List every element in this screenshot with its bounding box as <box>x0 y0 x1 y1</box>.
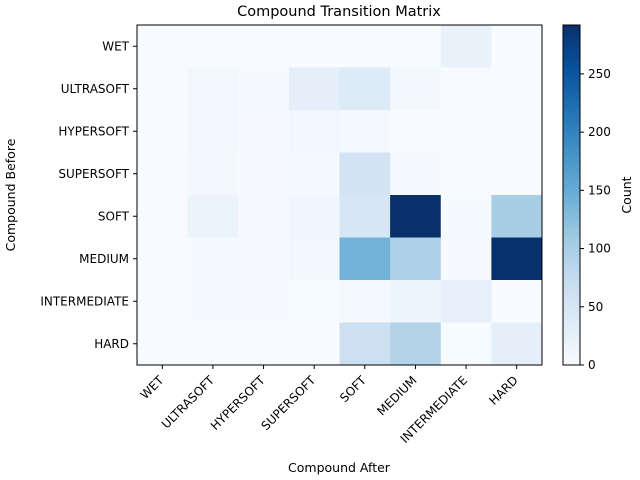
heatmap-cell <box>137 110 189 153</box>
heatmap-cell <box>339 195 391 238</box>
heatmap-cell <box>339 280 391 323</box>
heatmap-cell <box>339 322 391 366</box>
colorbar-tick-label: 0 <box>588 358 596 372</box>
heatmap-cell <box>491 152 543 196</box>
heatmap-cell <box>491 237 543 281</box>
heatmap-cell <box>491 67 543 111</box>
y-axis-label: Compound Before <box>3 138 18 251</box>
chart-title: Compound Transition Matrix <box>237 4 441 20</box>
heatmap-cell <box>238 67 290 111</box>
y-tick-label: SUPERSOFT <box>58 167 129 181</box>
heatmap-cell <box>390 67 442 111</box>
heatmap-cell <box>440 67 492 111</box>
colorbar-label: Count <box>619 176 634 213</box>
heatmap-cell <box>288 322 340 366</box>
heatmap-cell <box>238 195 290 238</box>
plot-frame <box>136 24 543 366</box>
heatmap-cell <box>137 67 189 111</box>
x-tick-label: SUPERSOFT <box>258 373 318 433</box>
heatmap-cell <box>238 237 290 281</box>
heatmap-cell <box>288 280 340 323</box>
heatmap-cell <box>440 110 492 153</box>
y-tick-label: WET <box>102 39 129 53</box>
heatmap-cell <box>288 25 340 68</box>
colorbar-tick-label: 150 <box>588 183 611 197</box>
y-tick-label: INTERMEDIATE <box>40 294 129 308</box>
heatmap-cell <box>288 195 340 238</box>
heatmap-cell <box>288 152 340 196</box>
heatmap-cell <box>137 237 189 281</box>
heatmap-cell <box>137 280 189 323</box>
y-tick-label: ULTRASOFT <box>61 82 130 96</box>
heatmap-cell <box>390 322 442 366</box>
heatmap-cell <box>440 195 492 238</box>
heatmap-cell <box>238 280 290 323</box>
heatmap-cell <box>440 152 492 196</box>
heatmap-cell <box>339 25 391 68</box>
heatmap-cell <box>137 25 189 68</box>
x-tick-label: HARD <box>486 373 521 408</box>
colorbar-tick-label: 100 <box>588 242 611 256</box>
colorbar-ticks: 0 50 100 150 200 250 <box>580 67 611 372</box>
heatmap-cell <box>390 152 442 196</box>
heatmap-cell <box>238 152 290 196</box>
y-axis-ticks: WET ULTRASOFT HYPERSOFT SUPERSOFT SOFT MEDIUM… <box>40 39 137 351</box>
colorbar-tick-label: 200 <box>588 125 611 139</box>
heatmap-cell <box>288 67 340 111</box>
colorbar-tick-label: 250 <box>588 67 611 81</box>
heatmap-cell <box>238 322 290 366</box>
heatmap-cell <box>390 25 442 68</box>
heatmap-cell <box>491 195 543 238</box>
heatmap-cell <box>137 322 189 366</box>
heatmap-cell <box>187 237 239 281</box>
heatmap-cell <box>288 237 340 281</box>
heatmap-cell <box>339 110 391 153</box>
heatmap-cell <box>491 25 543 68</box>
heatmap-cell <box>390 280 442 323</box>
heatmap-cell <box>137 195 189 238</box>
heatmap-cell <box>339 237 391 281</box>
x-axis-label: Compound After <box>288 460 391 475</box>
heatmap-cell <box>187 195 239 238</box>
heatmap-cell <box>187 110 239 153</box>
heatmap-cell <box>440 25 492 68</box>
heatmap-cell <box>491 280 543 323</box>
y-tick-label: HARD <box>94 337 129 351</box>
heatmap-cell <box>390 110 442 153</box>
y-tick-label: HYPERSOFT <box>58 124 129 138</box>
heatmap-cell <box>288 110 340 153</box>
heatmap-cell <box>339 152 391 196</box>
heatmap-cell <box>187 280 239 323</box>
heatmap-cell <box>339 67 391 111</box>
heatmap-cells <box>137 25 543 366</box>
colorbar-tick-label: 50 <box>588 300 603 314</box>
heatmap-cell <box>390 195 442 238</box>
heatmap-cell <box>238 110 290 153</box>
heatmap-cell <box>187 152 239 196</box>
heatmap-cell <box>390 237 442 281</box>
heatmap-cell <box>187 67 239 111</box>
heatmap-cell <box>440 237 492 281</box>
heatmap-cell <box>491 110 543 153</box>
heatmap-cell <box>187 25 239 68</box>
y-tick-label: MEDIUM <box>79 252 129 266</box>
heatmap-cell <box>440 322 492 366</box>
x-tick-label: SOFT <box>337 373 369 405</box>
heatmap-cell <box>187 322 239 366</box>
heatmap-cell <box>491 322 543 366</box>
heatmap-cell <box>238 25 290 68</box>
heatmap-cell <box>440 280 492 323</box>
y-tick-label: SOFT <box>98 209 130 223</box>
heatmap-cell <box>137 152 189 196</box>
x-tick-label: MEDIUM <box>374 373 419 418</box>
colorbar <box>562 24 581 366</box>
x-tick-label: WET <box>138 373 167 402</box>
